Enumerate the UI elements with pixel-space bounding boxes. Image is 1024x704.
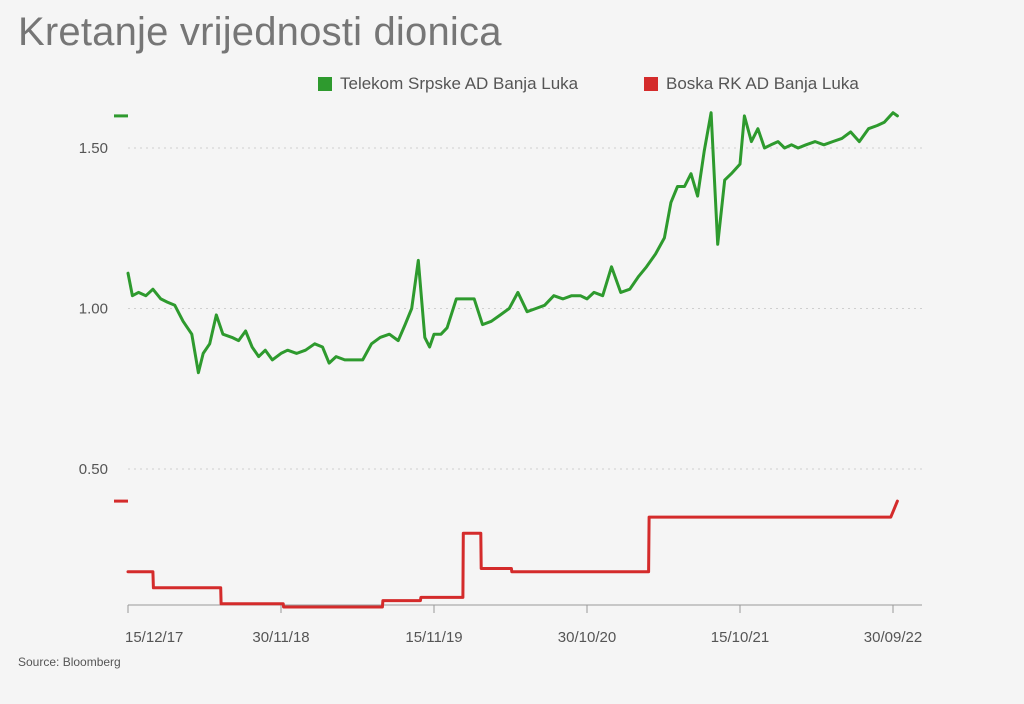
series-line-boska <box>126 499 899 609</box>
y-tick-label: 1.00 <box>79 301 108 318</box>
x-tick-label: 30/10/20 <box>558 629 616 646</box>
x-tick-label: 15/12/17 <box>125 629 183 646</box>
legend: Telekom Srpske AD Banja Luka Boska RK AD… <box>0 74 1024 96</box>
legend-swatch-telekom <box>318 77 332 91</box>
grid-lines <box>128 147 925 470</box>
x-tick-label: 15/10/21 <box>711 629 769 646</box>
legend-item-telekom: Telekom Srpske AD Banja Luka <box>318 74 578 94</box>
source-note: Source: Bloomberg <box>18 655 121 669</box>
series-line-telekom <box>126 111 899 375</box>
legend-label-boska: Boska RK AD Banja Luka <box>666 74 859 93</box>
y-tick-label: 1.50 <box>79 140 108 157</box>
legend-item-boska: Boska RK AD Banja Luka <box>644 74 859 94</box>
series-lines <box>126 111 899 609</box>
end-markers <box>114 114 128 503</box>
x-tick-label: 30/09/22 <box>864 629 922 646</box>
x-axis: 15/12/17 30/11/18 15/11/19 30/10/20 15/10/21… <box>125 604 922 646</box>
y-tick-label: 0.50 <box>79 461 108 478</box>
legend-label-telekom: Telekom Srpske AD Banja Luka <box>340 74 579 93</box>
legend-swatch-boska <box>644 77 658 91</box>
chart-title: Kretanje vrijednosti dionica <box>18 10 502 54</box>
x-tick-label: 15/11/19 <box>405 629 462 646</box>
y-axis-ticks: 0.50 1.00 1.50 <box>79 140 108 478</box>
x-tick-label: 30/11/18 <box>252 629 309 646</box>
